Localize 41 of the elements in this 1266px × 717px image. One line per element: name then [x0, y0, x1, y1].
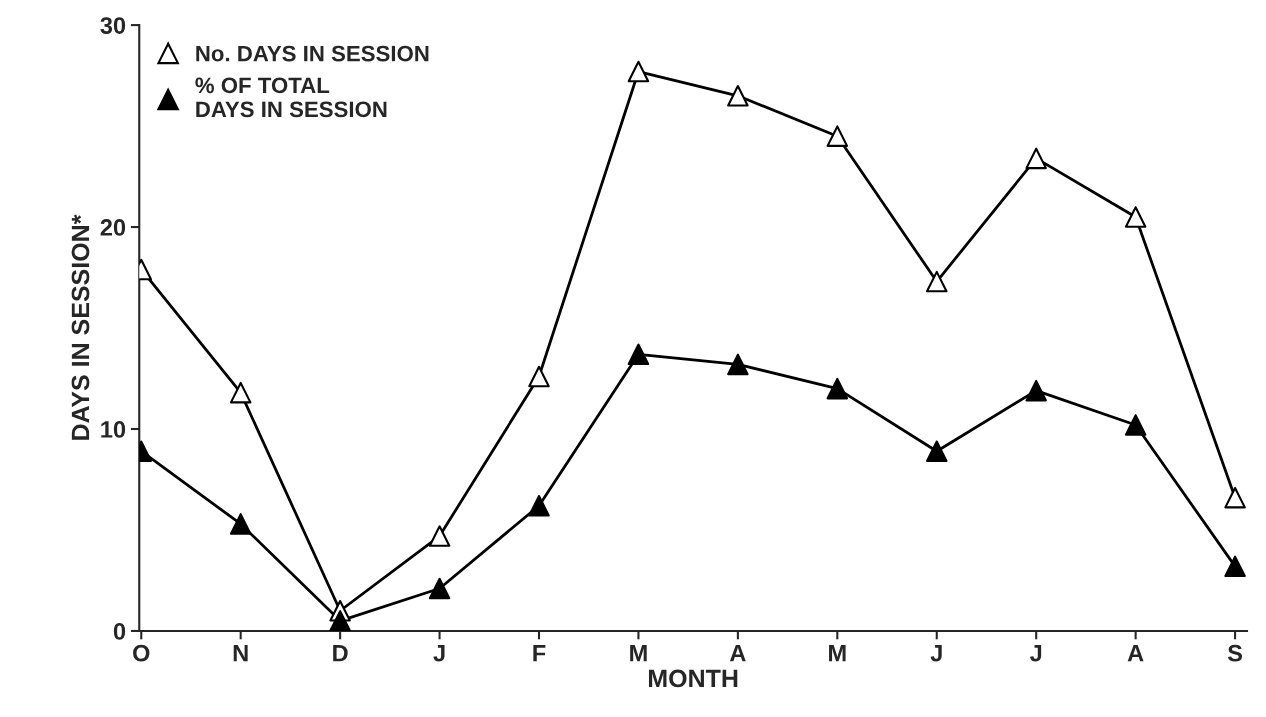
- point: [1224, 555, 1246, 578]
- x-tick-label: S: [1227, 644, 1243, 662]
- x-tick-label: J: [930, 645, 942, 662]
- y-tick-label: 0: [113, 623, 126, 640]
- point: [329, 610, 351, 631]
- x-tick-label: F: [533, 645, 546, 662]
- x-tick-label: A: [729, 645, 746, 662]
- x-tick-label: J: [433, 645, 445, 662]
- point: [1224, 486, 1246, 509]
- x-tick-label: J: [1029, 645, 1042, 662]
- point: [727, 353, 749, 376]
- y-tick-label: 10: [101, 421, 126, 438]
- point: [428, 577, 451, 600]
- x-tick-label: D: [333, 645, 348, 662]
- point: [528, 365, 550, 388]
- point: [727, 85, 749, 107]
- point: [1124, 414, 1147, 436]
- x-tick-label: M: [829, 645, 846, 662]
- point: [627, 60, 650, 83]
- point: [926, 440, 948, 462]
- y-tick-label: 20: [100, 219, 126, 236]
- point: [528, 494, 550, 517]
- point: [1025, 379, 1047, 402]
- point: [229, 513, 252, 535]
- x-tick-label: A: [1127, 645, 1144, 662]
- point: [627, 343, 650, 366]
- point: [229, 381, 252, 404]
- point: [1025, 147, 1047, 170]
- y-axis-title: DAYS IN SESSION*: [71, 214, 90, 440]
- x-tick-label: N: [233, 645, 248, 662]
- x-axis-title: MONTH: [648, 669, 738, 688]
- point: [826, 125, 849, 147]
- x-tick-label: O: [133, 644, 150, 662]
- legend-label: No. DAYS IN SESSION: [196, 45, 429, 62]
- point: [826, 377, 849, 400]
- x-tick-label: M: [630, 645, 647, 662]
- point: [1124, 206, 1147, 228]
- point: [926, 270, 948, 293]
- point: [428, 525, 451, 547]
- legend-label: % OF TOTAL DAYS IN SESSION: [195, 77, 387, 118]
- y-tick-label: 30: [100, 17, 126, 34]
